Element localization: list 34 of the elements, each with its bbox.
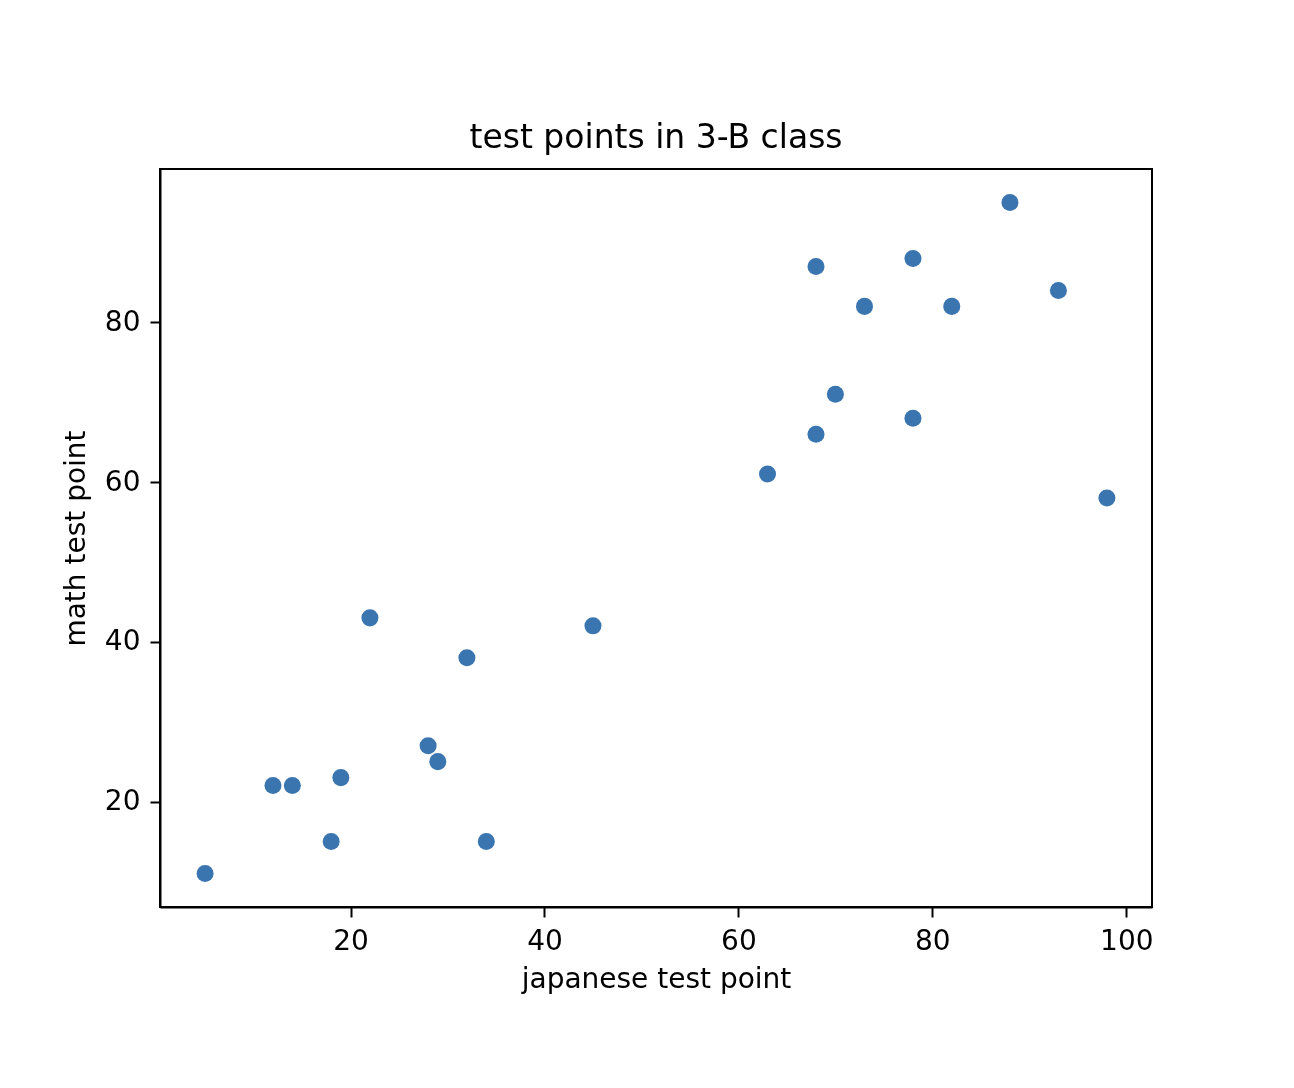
y-axis-title: math test point [58,430,92,647]
point [759,465,777,483]
point [943,297,961,315]
point [264,777,282,795]
y-tick-label: 80 [104,304,141,338]
point [419,737,437,755]
point [904,409,922,427]
point [322,833,340,850]
point [361,609,379,627]
x-tick-label: 20 [333,923,369,957]
point [807,425,825,443]
y-tick-label: 20 [104,784,141,818]
point [807,257,825,275]
point [283,777,301,795]
point [458,649,476,667]
point [584,617,602,635]
point [429,753,447,771]
x-tick-label: 40 [527,923,563,957]
point [332,769,350,787]
y-tick-label: 40 [104,624,141,658]
x-tick-label: 100 [1100,923,1154,957]
x-axis-title: japanese test point [520,961,792,995]
y-tick-label: 60 [104,464,141,498]
point [826,385,844,403]
point [196,864,214,882]
x-tick-label: 60 [721,923,757,957]
chart-title: test points in 3-B class [469,117,843,156]
point [1049,281,1067,299]
x-tick-label: 80 [915,923,951,957]
point [904,249,922,267]
point [855,297,873,315]
point [477,833,495,850]
point [1001,194,1019,212]
point [1098,489,1116,507]
